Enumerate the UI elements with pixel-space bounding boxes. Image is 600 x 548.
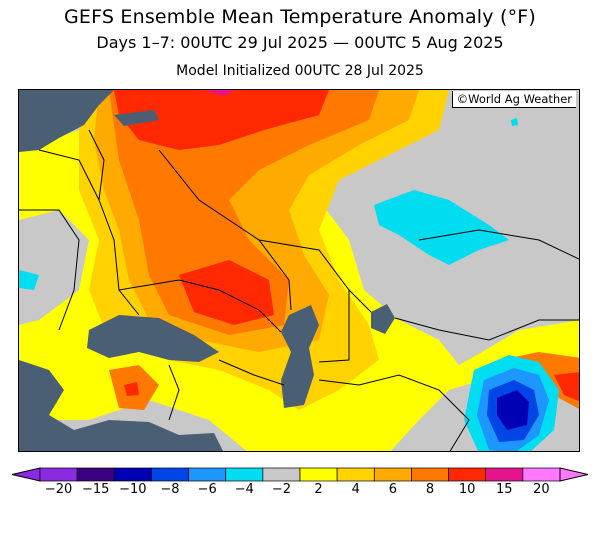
anomaly-band-south-red bbox=[124, 382, 139, 396]
color-scale-swatch bbox=[411, 467, 449, 482]
color-scale-tick-label: −6 bbox=[197, 482, 217, 497]
color-scale-tick-label: −4 bbox=[234, 482, 254, 497]
anomaly-band-east-hot bbox=[554, 372, 579, 402]
anomaly-band-se-navy bbox=[497, 390, 529, 430]
color-scale-swatch bbox=[299, 467, 338, 482]
color-scale-swatch bbox=[448, 467, 487, 482]
country-borders bbox=[19, 129, 579, 451]
baltic-gulf bbox=[114, 110, 159, 126]
anomaly-band-red bbox=[114, 90, 329, 150]
anomaly-map: ©World Ag Weather bbox=[18, 89, 580, 452]
color-scale-tick-label: −2 bbox=[271, 482, 292, 497]
color-scale-swatch bbox=[39, 467, 78, 482]
model-init-time: Model Initialized 00UTC 28 Jul 2025 bbox=[176, 63, 424, 79]
color-scale-bar bbox=[11, 467, 589, 482]
anomaly-band-cyan-dot bbox=[511, 118, 518, 126]
color-scale-tick-label: 8 bbox=[425, 482, 435, 497]
color-scale-swatch bbox=[113, 467, 152, 482]
color-scale-tick-label: −8 bbox=[160, 482, 180, 497]
color-scale-tick-label: 10 bbox=[458, 482, 476, 497]
anomaly-band-magenta bbox=[204, 90, 234, 96]
color-scale-tick-label: 20 bbox=[533, 482, 550, 497]
anomaly-band-red-south bbox=[179, 260, 274, 325]
color-scale-cap-high bbox=[559, 467, 589, 482]
black-sea bbox=[87, 315, 219, 362]
color-scale-swatch bbox=[485, 467, 524, 482]
color-scale-tick-label: 6 bbox=[388, 482, 397, 497]
baltic-sea bbox=[19, 90, 114, 152]
color-scale-swatch bbox=[76, 467, 115, 482]
color-scale-swatch bbox=[225, 467, 264, 482]
anomaly-band-dark-orange bbox=[109, 90, 379, 335]
map-title: GEFS Ensemble Mean Temperature Anomaly (… bbox=[63, 6, 537, 28]
color-scale-swatch bbox=[262, 467, 301, 482]
mediterranean-sea bbox=[19, 360, 223, 451]
anomaly-band-central-cyan bbox=[374, 190, 509, 265]
credit-label: ©World Ag Weather bbox=[451, 91, 576, 108]
color-scale-swatch bbox=[188, 467, 227, 482]
aral-sea bbox=[371, 304, 395, 334]
color-scale-swatch bbox=[373, 467, 412, 482]
color-scale-swatch bbox=[522, 467, 561, 482]
anomaly-band-west-neutral bbox=[19, 210, 89, 325]
color-scale-tick-label: −15 bbox=[81, 482, 110, 497]
color-scale-cap-low bbox=[11, 467, 41, 482]
anomaly-band-west-cyan bbox=[19, 270, 39, 290]
color-scale-tick-label: 2 bbox=[314, 482, 323, 497]
color-scale-swatch bbox=[151, 467, 189, 482]
caspian-sea bbox=[281, 305, 319, 408]
color-scale-swatch bbox=[336, 467, 375, 482]
color-scale-tick-label: −10 bbox=[119, 482, 147, 497]
color-scale-tick-label: −20 bbox=[44, 482, 73, 497]
anomaly-map-canvas bbox=[19, 90, 579, 451]
valid-period: Days 1–7: 00UTC 29 Jul 2025 — 00UTC 5 Au… bbox=[96, 33, 504, 52]
color-scale-tick-label: 15 bbox=[496, 482, 513, 497]
color-scale-tick-label: 4 bbox=[351, 482, 360, 497]
